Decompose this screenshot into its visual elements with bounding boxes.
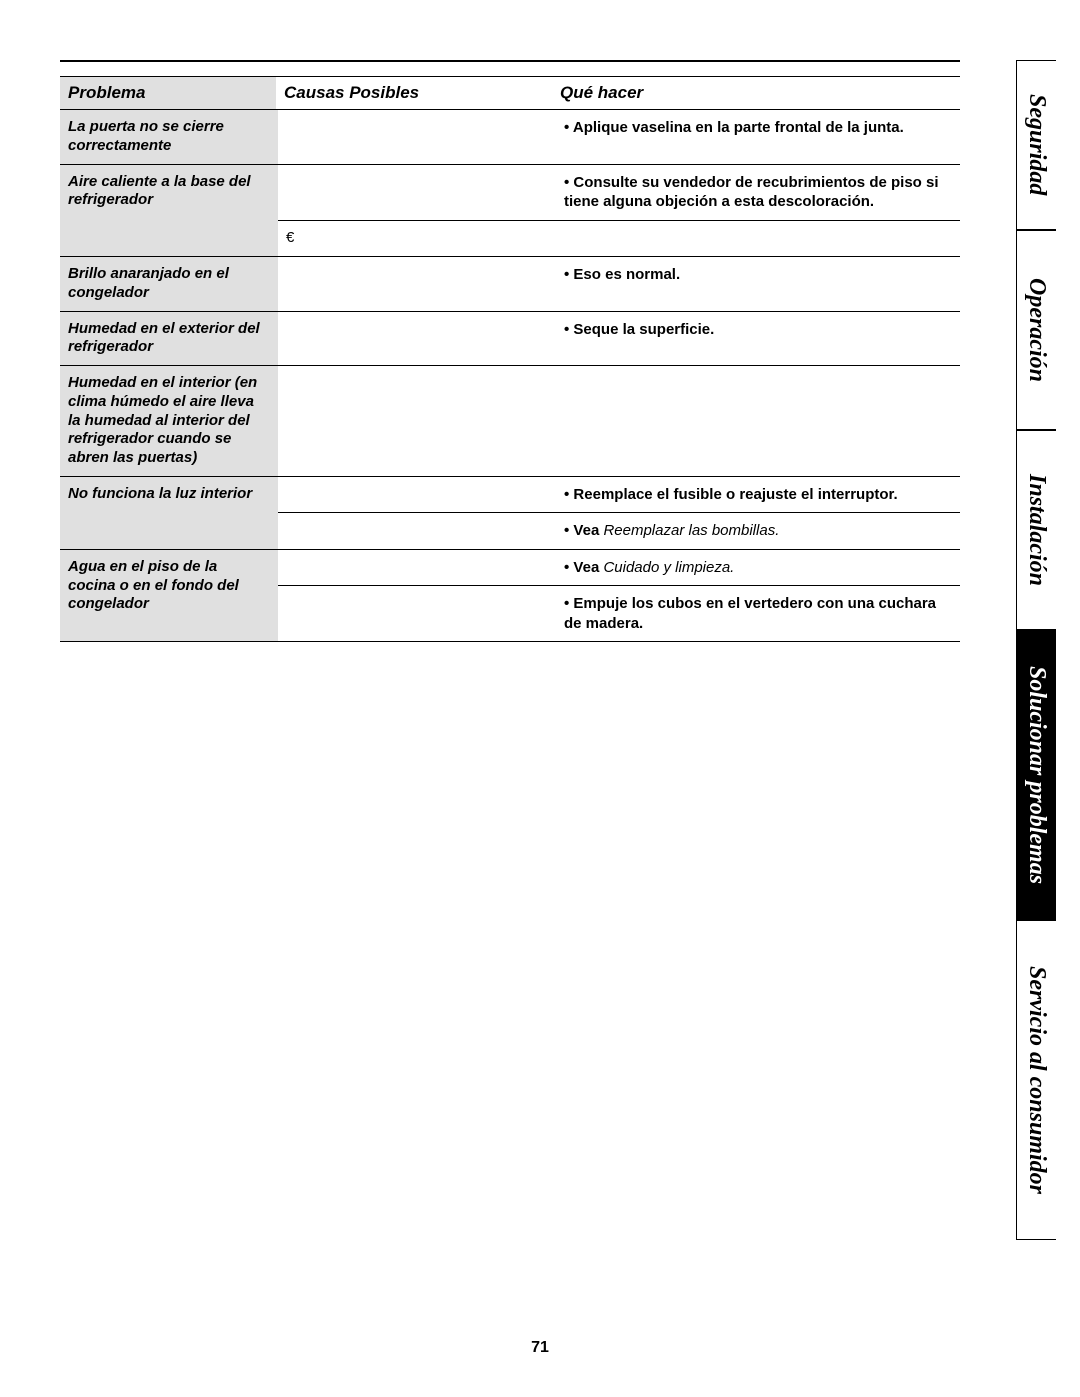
fix-cell: Eso es normal. <box>556 257 960 293</box>
right-block: Aplique vaselina en la parte frontal de … <box>278 110 960 164</box>
fix-cell: Vea Cuidado y limpieza. <box>556 550 960 586</box>
header-cause: Causas Posibles <box>276 77 552 109</box>
subrow: Vea Reemplazar las bombillas. <box>278 513 960 549</box>
fix-cell: Aplique vaselina en la parte frontal de … <box>556 110 960 146</box>
fix-cell <box>556 366 960 402</box>
section-tab[interactable]: Servicio al consumidor <box>1016 920 1056 1240</box>
fix-cell: Seque la superficie. <box>556 312 960 348</box>
table-row: Humedad en el interior (en clima húmedo … <box>60 366 960 476</box>
problem-cell: La puerta no se cierre correctamente <box>60 110 278 164</box>
cause-cell <box>278 550 556 586</box>
fix-cell: Vea Reemplazar las bombillas. <box>556 513 960 549</box>
table-row: Humedad en el exterior del refrigerador S… <box>60 312 960 366</box>
subrow: Seque la superficie. <box>278 312 960 348</box>
subrow: Eso es normal. <box>278 257 960 293</box>
subrow: € <box>278 221 960 257</box>
cause-cell <box>278 165 556 220</box>
troubleshooting-page: Problema Causas Posibles Qué hacer La pu… <box>60 60 960 642</box>
section-tabs: SeguridadOperaciónInstalaciónSolucionar … <box>1016 60 1058 1240</box>
cause-cell <box>278 366 556 402</box>
section-tab[interactable]: Operación <box>1016 230 1056 430</box>
section-tab[interactable]: Instalación <box>1016 430 1056 630</box>
section-tab[interactable]: Seguridad <box>1016 60 1056 230</box>
troubleshooting-table-body: La puerta no se cierre correctamente Apli… <box>60 110 960 642</box>
table-row: La puerta no se cierre correctamente Apli… <box>60 110 960 164</box>
problem-cell: No funciona la luz interior <box>60 477 278 549</box>
fix-cell <box>556 221 960 257</box>
table-row: No funciona la luz interior Reemplace el … <box>60 477 960 549</box>
table-header-row: Problema Causas Posibles Qué hacer <box>60 76 960 110</box>
problem-cell: Humedad en el interior (en clima húmedo … <box>60 366 278 476</box>
cause-cell <box>278 110 556 146</box>
cause-cell <box>278 586 556 641</box>
problem-cell: Brillo anaranjado en el congelador <box>60 257 278 311</box>
table-row: Aire caliente a la base del refrigerador… <box>60 165 960 257</box>
subrow: Consulte su vendedor de recubrimientos d… <box>278 165 960 221</box>
fix-cell: Reemplace el fusible o reajuste el inter… <box>556 477 960 513</box>
subrow: Reemplace el fusible o reajuste el inter… <box>278 477 960 514</box>
cause-cell <box>278 312 556 348</box>
header-problem: Problema <box>60 77 276 109</box>
page-number: 71 <box>0 1339 1080 1357</box>
cause-cell <box>278 513 556 549</box>
fix-cell: Consulte su vendedor de recubrimientos d… <box>556 165 960 220</box>
right-block: Consulte su vendedor de recubrimientos d… <box>278 165 960 257</box>
cause-cell <box>278 257 556 293</box>
subrow <box>278 366 960 402</box>
right-block: Seque la superficie. <box>278 312 960 366</box>
table-row: Brillo anaranjado en el congelador Eso es… <box>60 257 960 311</box>
right-block: Eso es normal. <box>278 257 960 311</box>
cause-cell <box>278 477 556 513</box>
right-block <box>278 366 960 476</box>
right-block: Reemplace el fusible o reajuste el inter… <box>278 477 960 549</box>
subrow: Vea Cuidado y limpieza. <box>278 550 960 587</box>
problem-cell: Humedad en el exterior del refrigerador <box>60 312 278 366</box>
section-tab[interactable]: Solucionar problemas <box>1016 630 1056 920</box>
table-row: Agua en el piso de la cocina o en el fon… <box>60 550 960 642</box>
cause-cell: € <box>278 221 556 257</box>
problem-cell: Agua en el piso de la cocina o en el fon… <box>60 550 278 642</box>
row-divider <box>60 641 960 642</box>
subrow: Aplique vaselina en la parte frontal de … <box>278 110 960 146</box>
right-block: Vea Cuidado y limpieza.Empuje los cubos … <box>278 550 960 642</box>
header-fix: Qué hacer <box>552 77 960 109</box>
subrow: Empuje los cubos en el vertedero con una… <box>278 586 960 641</box>
fix-cell: Empuje los cubos en el vertedero con una… <box>556 586 960 641</box>
top-rule <box>60 60 960 62</box>
problem-cell: Aire caliente a la base del refrigerador <box>60 165 278 257</box>
